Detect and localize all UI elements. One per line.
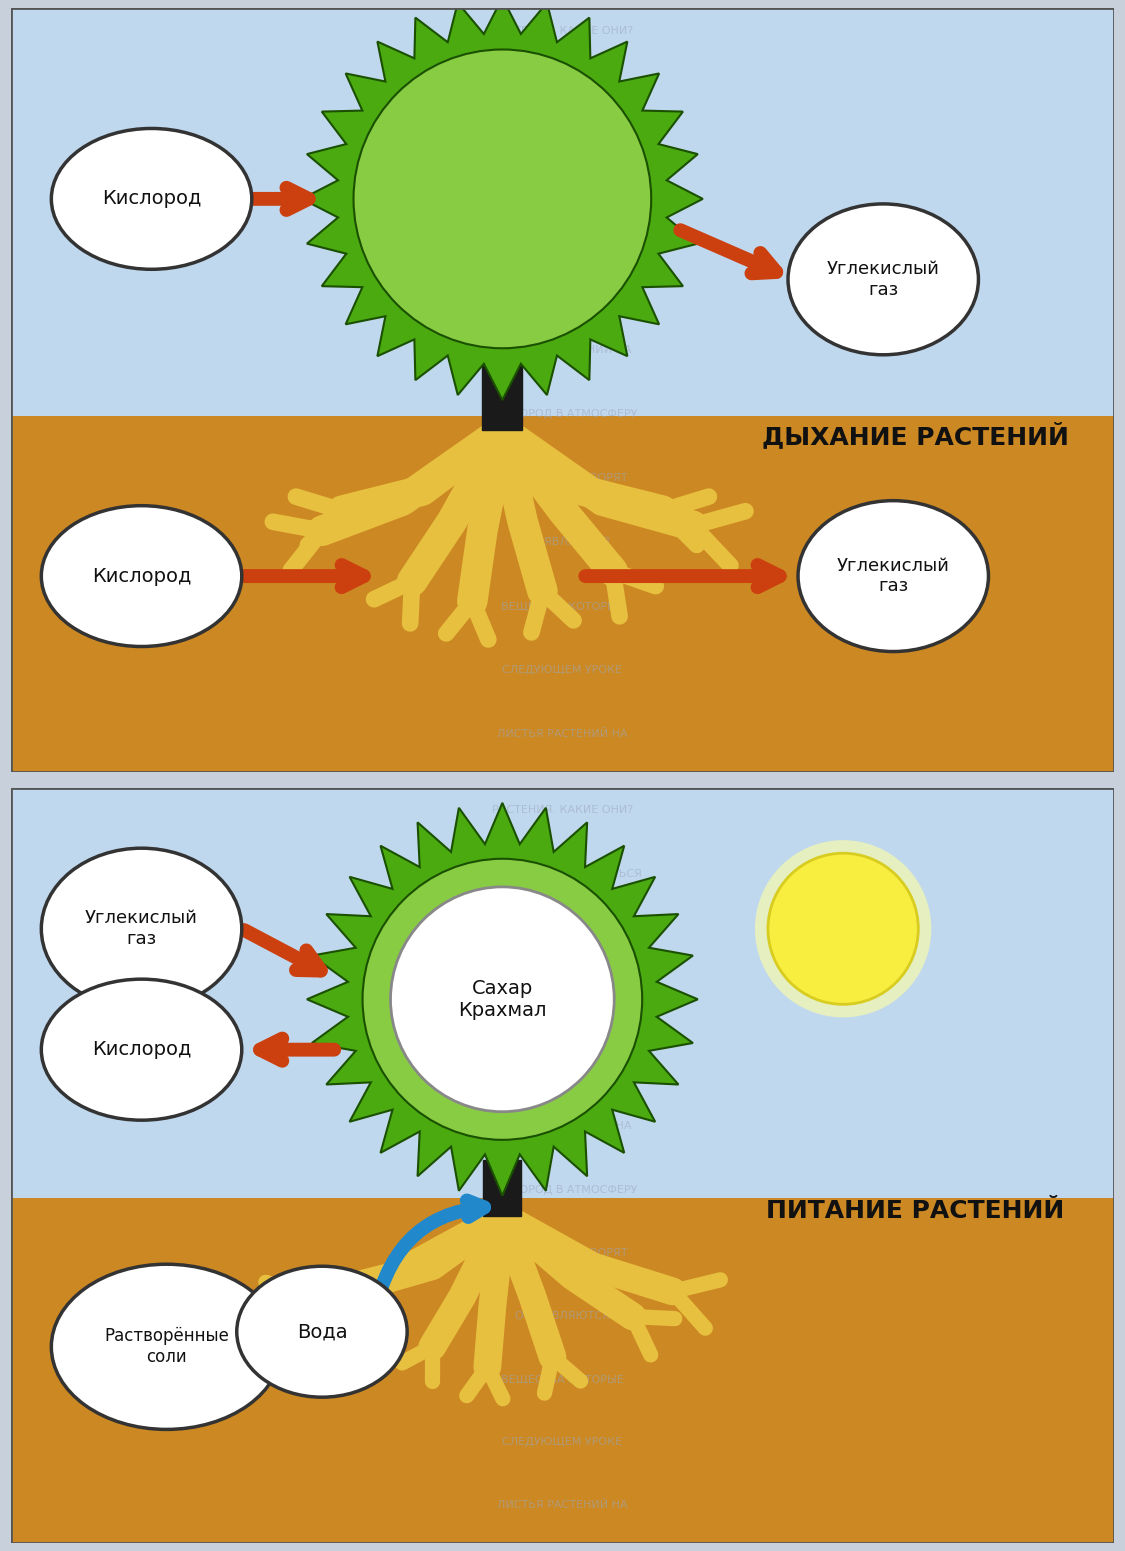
Text: ОНИ МОГУТ НЕ ДВИГАТЬСЯ: ОНИ МОГУТ НЕ ДВИГАТЬСЯ xyxy=(483,90,642,99)
Ellipse shape xyxy=(42,848,242,1010)
Text: ПОЧЕМУ ТАК ГОВОРЯТ: ПОЧЕМУ ТАК ГОВОРЯТ xyxy=(497,1247,628,1258)
Text: ДЫХАНИЕ РАСТЕНИЙ: ДЫХАНИЕ РАСТЕНИЙ xyxy=(762,422,1069,450)
Polygon shape xyxy=(302,0,703,400)
Text: ВЕЩЕСТВА КОТОРЫЕ: ВЕЩЕСТВА КОТОРЫЕ xyxy=(501,602,624,611)
Text: ЛИСТЬЕВ РАСТЕНИЙ НА: ЛИСТЬЕВ РАСТЕНИЙ НА xyxy=(494,1121,631,1131)
Ellipse shape xyxy=(788,203,979,355)
Text: ЧТОБЫ ПОЛУЧИТЬ ЕДУ: ЧТОБЫ ПОЛУЧИТЬ ЕДУ xyxy=(496,932,629,941)
Bar xyxy=(11,416,1114,772)
Text: ЛИСТЬЯ РАСТЕНИЙ НА: ЛИСТЬЯ РАСТЕНИЙ НА xyxy=(497,729,628,738)
Text: Углекислый
газ: Углекислый газ xyxy=(837,557,950,596)
Text: ПОЧЕМУ ТАК ГОВОРЯТ: ПОЧЕМУ ТАК ГОВОРЯТ xyxy=(497,473,628,484)
Text: ОНИ МОГУТ НЕ ДВИГАТЬСЯ: ОНИ МОГУТ НЕ ДВИГАТЬСЯ xyxy=(483,869,642,878)
Bar xyxy=(11,1199,1114,1543)
Circle shape xyxy=(390,887,614,1112)
Text: РАСТЕНИЯ. КАКИЕ ОНИ?: РАСТЕНИЯ. КАКИЕ ОНИ? xyxy=(492,26,633,36)
Text: КИСЛОРОД В АТМОСФЕРУ: КИСЛОРОД В АТМОСФЕРУ xyxy=(487,409,638,419)
Bar xyxy=(11,788,1114,1219)
Text: ЛИСТЬЯ РАСТЕНИЙ НА: ЛИСТЬЯ РАСТЕНИЙ НА xyxy=(497,1500,628,1511)
Ellipse shape xyxy=(52,129,252,270)
Text: ЧТОБЫ ПОЛУЧИТЬ ЕДУ: ЧТОБЫ ПОЛУЧИТЬ ЕДУ xyxy=(496,154,629,163)
Ellipse shape xyxy=(52,1264,282,1430)
Circle shape xyxy=(755,841,931,1017)
Text: ОНИ ЯВЛЯЮТСЯ: ОНИ ЯВЛЯЮТСЯ xyxy=(515,1311,610,1321)
Text: Углекислый
газ: Углекислый газ xyxy=(86,909,198,948)
Text: ОНИ ЯВЛЯЮТСЯ: ОНИ ЯВЛЯЮТСЯ xyxy=(515,537,610,548)
Ellipse shape xyxy=(798,501,989,651)
Text: Углекислый
газ: Углекислый газ xyxy=(827,261,939,299)
Text: ВЕЩЕСТВА КОТОРЫЕ: ВЕЩЕСТВА КОТОРЫЕ xyxy=(501,1374,624,1383)
Circle shape xyxy=(768,853,918,1005)
Ellipse shape xyxy=(42,979,242,1120)
Text: ВМЕСТЕ С АТМОСФЕРНЫМИ: ВМЕСТЕ С АТМОСФЕРНЫМИ xyxy=(483,996,642,1005)
Circle shape xyxy=(362,859,642,1140)
Text: ВМЕСТЕ С АТМОСФЕРНЫМИ: ВМЕСТЕ С АТМОСФЕРНЫМИ xyxy=(483,217,642,228)
Text: ПИТАНИЕ РАСТЕНИЙ: ПИТАНИЕ РАСТЕНИЙ xyxy=(766,1199,1064,1222)
FancyArrowPatch shape xyxy=(372,1200,484,1325)
Text: НЕОБХОДИМО ИМ ВСЕ: НЕОБХОДИМО ИМ ВСЕ xyxy=(497,281,628,292)
Text: СЛЕДУЮЩЕМ УРОКЕ: СЛЕДУЮЩЕМ УРОКЕ xyxy=(503,665,622,675)
Text: Растворённые
соли: Растворённые соли xyxy=(105,1328,230,1366)
Text: Кислород: Кислород xyxy=(92,566,191,586)
Ellipse shape xyxy=(42,506,242,647)
Text: РАСТЕНИЯ. КАКИЕ ОНИ?: РАСТЕНИЯ. КАКИЕ ОНИ? xyxy=(492,805,633,816)
Bar xyxy=(11,8,1114,436)
Bar xyxy=(484,1160,521,1216)
Text: ЛИСТЬЕВ РАСТЕНИЙ НА: ЛИСТЬЕВ РАСТЕНИЙ НА xyxy=(494,346,631,355)
Bar xyxy=(483,355,522,430)
Circle shape xyxy=(353,50,651,349)
Ellipse shape xyxy=(236,1266,407,1397)
Text: СЛЕДУЮЩЕМ УРОКЕ: СЛЕДУЮЩЕМ УРОКЕ xyxy=(503,1438,622,1447)
Text: НЕОБХОДИМО ИМ ВСЕ: НЕОБХОДИМО ИМ ВСЕ xyxy=(497,1058,628,1069)
Text: Кислород: Кислород xyxy=(102,189,201,208)
Polygon shape xyxy=(307,803,698,1196)
Text: КИСЛОРОД В АТМОСФЕРУ: КИСЛОРОД В АТМОСФЕРУ xyxy=(487,1185,638,1194)
Text: Сахар
Крахмал: Сахар Крахмал xyxy=(458,979,547,1021)
Text: Кислород: Кислород xyxy=(92,1041,191,1059)
Text: Вода: Вода xyxy=(297,1321,348,1342)
